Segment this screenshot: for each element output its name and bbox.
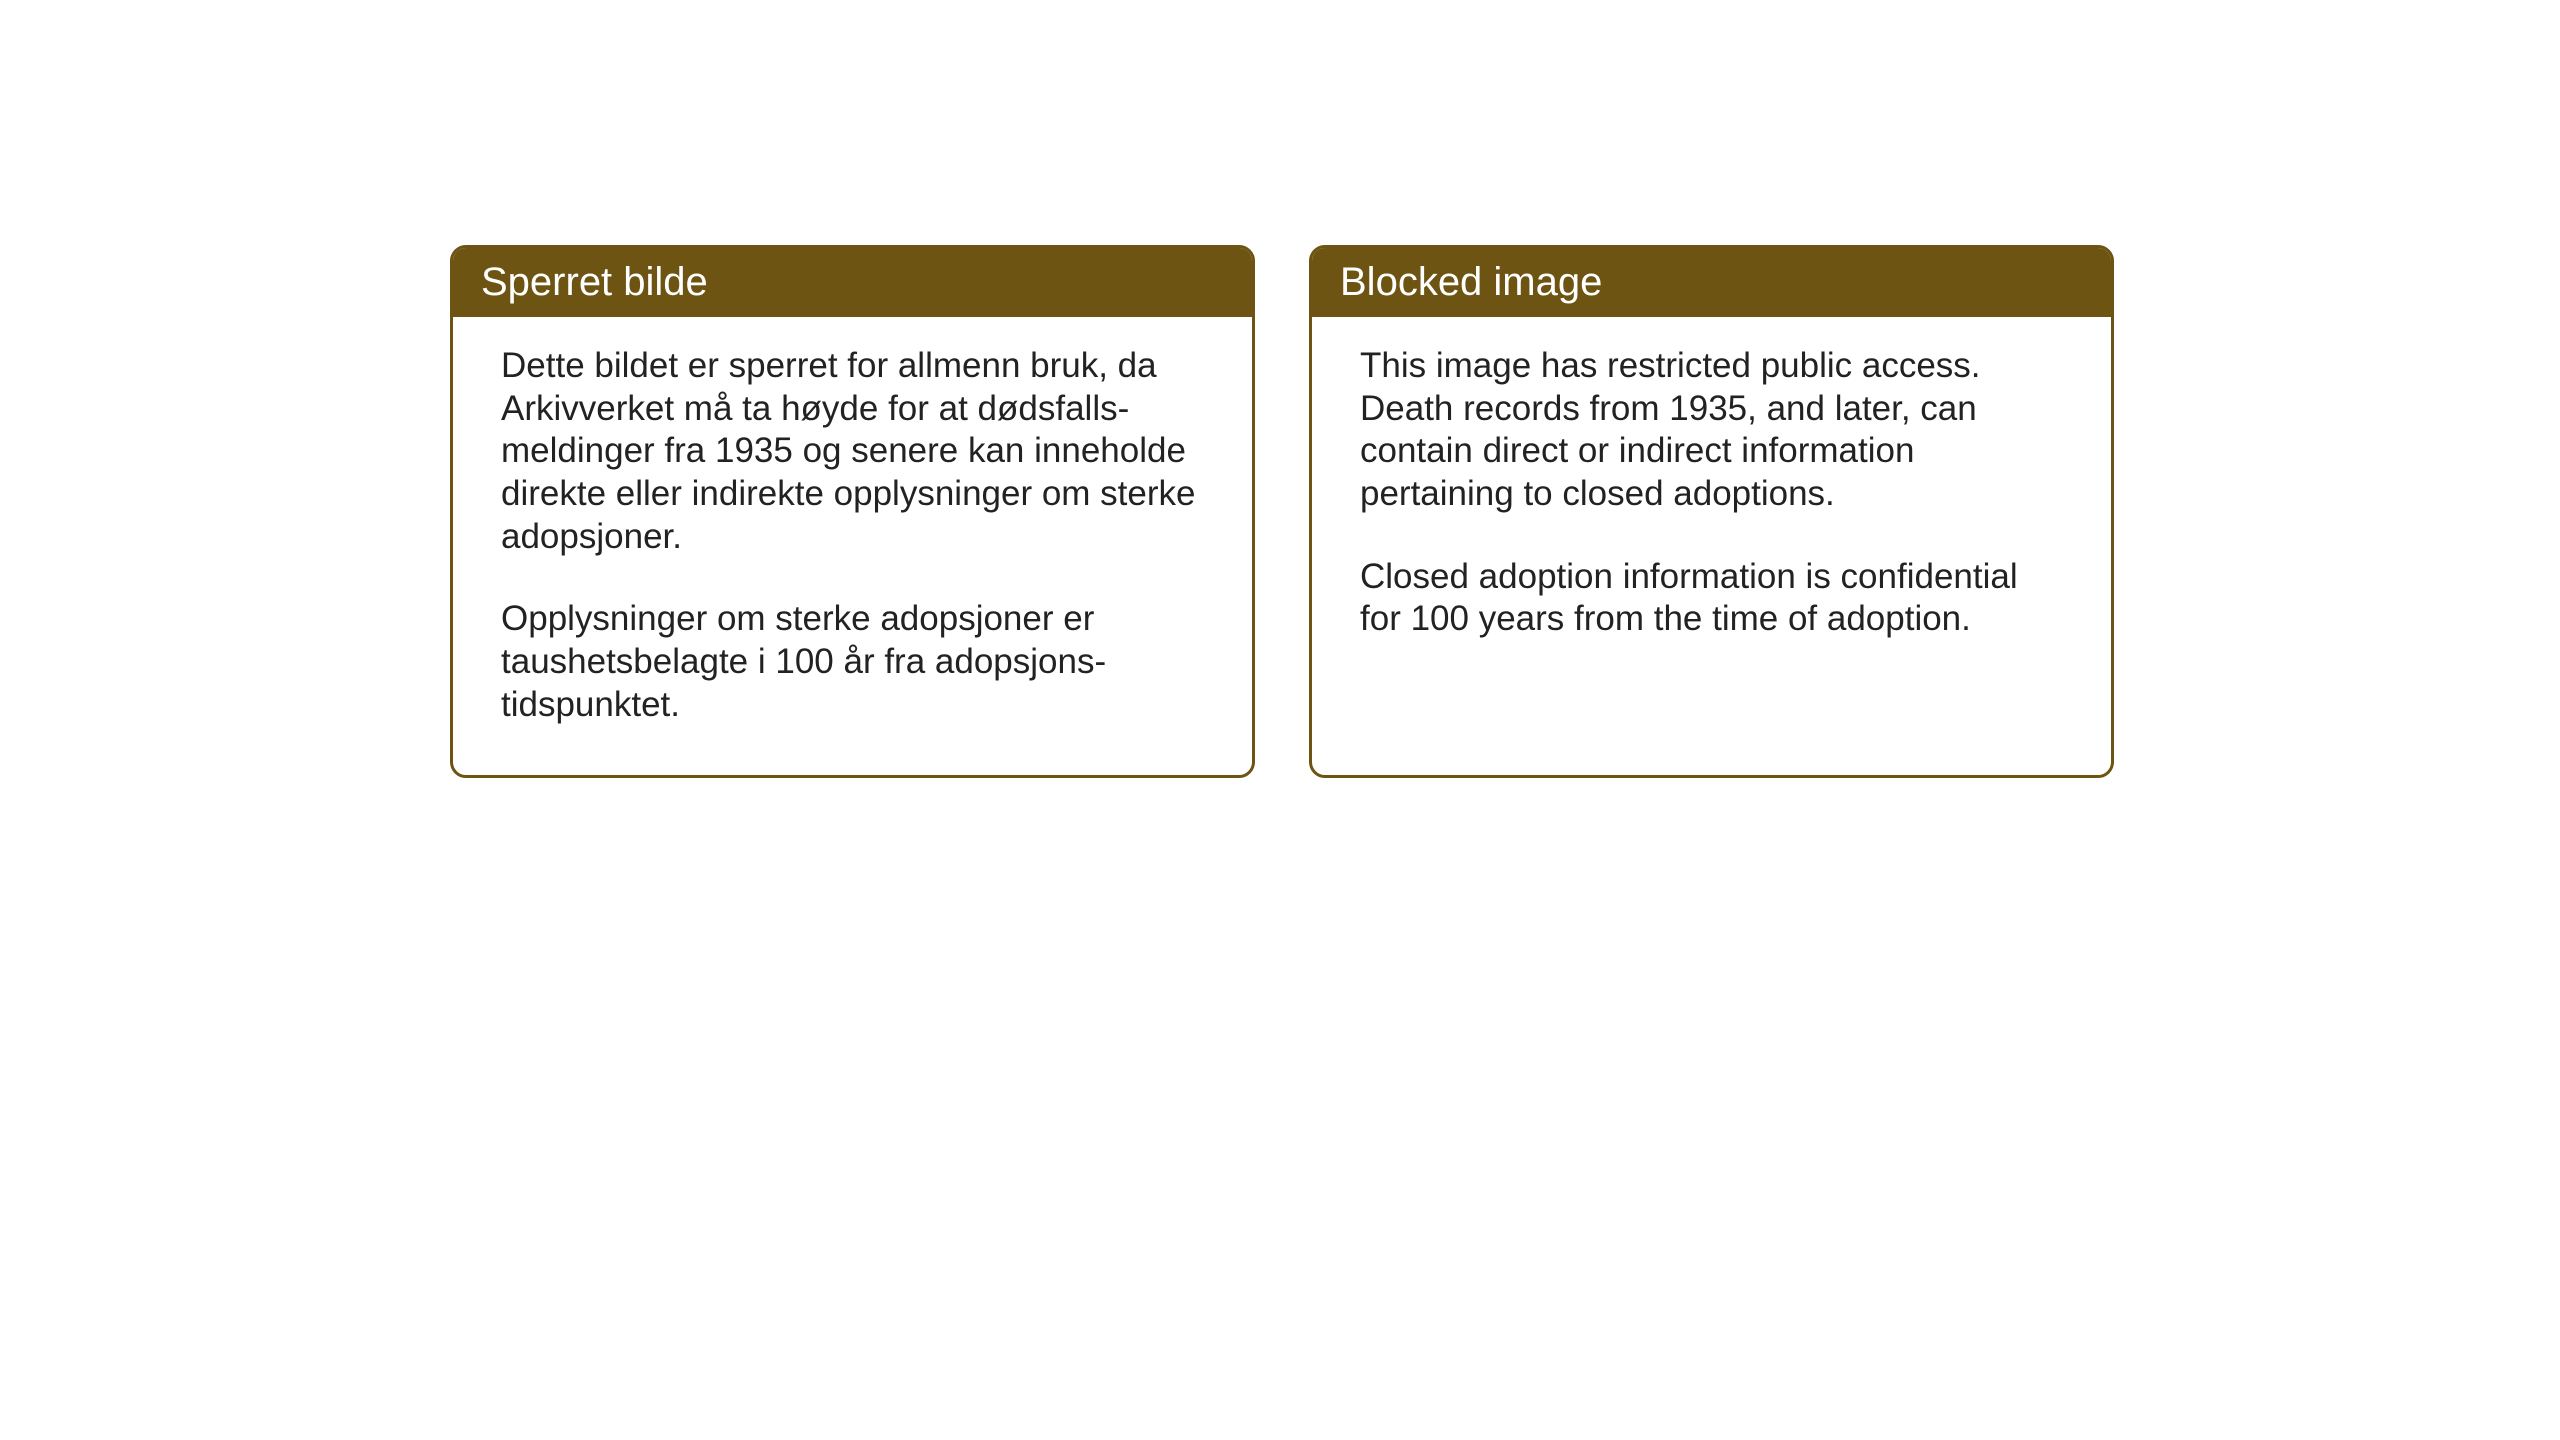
paragraph-1-norwegian: Dette bildet er sperret for allmenn bruk… [501, 345, 1204, 558]
paragraph-2-english: Closed adoption information is confident… [1360, 556, 2063, 641]
notice-card-norwegian: Sperret bilde Dette bildet er sperret fo… [450, 245, 1255, 778]
card-body-norwegian: Dette bildet er sperret for allmenn bruk… [453, 317, 1252, 775]
card-body-english: This image has restricted public access.… [1312, 317, 2111, 689]
notice-card-english: Blocked image This image has restricted … [1309, 245, 2114, 778]
card-header-english: Blocked image [1312, 248, 2111, 317]
paragraph-1-english: This image has restricted public access.… [1360, 345, 2063, 516]
card-header-norwegian: Sperret bilde [453, 248, 1252, 317]
paragraph-2-norwegian: Opplysninger om sterke adopsjoner er tau… [501, 598, 1204, 726]
notice-container: Sperret bilde Dette bildet er sperret fo… [450, 245, 2114, 778]
